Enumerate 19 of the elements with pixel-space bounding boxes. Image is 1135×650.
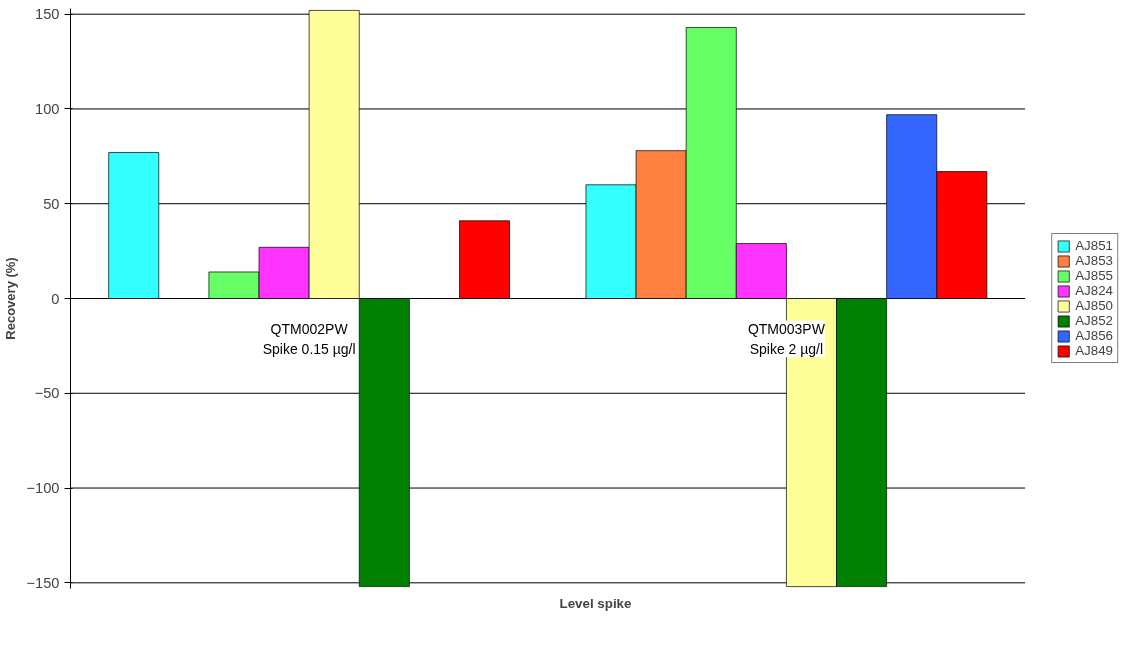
y-tick-label: 0 xyxy=(51,290,60,307)
legend-label: AJ850 xyxy=(1075,298,1113,313)
legend-label: AJ853 xyxy=(1075,253,1113,268)
y-tick-label: −100 xyxy=(26,480,60,497)
legend-label: AJ849 xyxy=(1075,343,1113,358)
y-tick-label: −150 xyxy=(26,574,60,591)
x-axis-title: Level spike xyxy=(559,595,632,611)
x-tick-label: QTM002PW Spike 0.15 µg/l xyxy=(262,320,356,358)
x-tick-label: QTM003PW Spike 2 µg/l xyxy=(747,320,826,358)
legend-label: AJ824 xyxy=(1075,283,1113,298)
y-axis-title: Recovery (%) xyxy=(3,257,19,340)
legend-label: AJ856 xyxy=(1075,328,1113,343)
legend-label: AJ855 xyxy=(1075,268,1113,283)
legend-label: AJ851 xyxy=(1075,238,1113,253)
y-tick-label: 100 xyxy=(35,100,60,117)
y-tick-label: 50 xyxy=(43,195,60,212)
y-tick-label: −50 xyxy=(34,385,60,402)
y-tick-label: 150 xyxy=(35,6,60,23)
legend-label: AJ852 xyxy=(1075,313,1113,328)
